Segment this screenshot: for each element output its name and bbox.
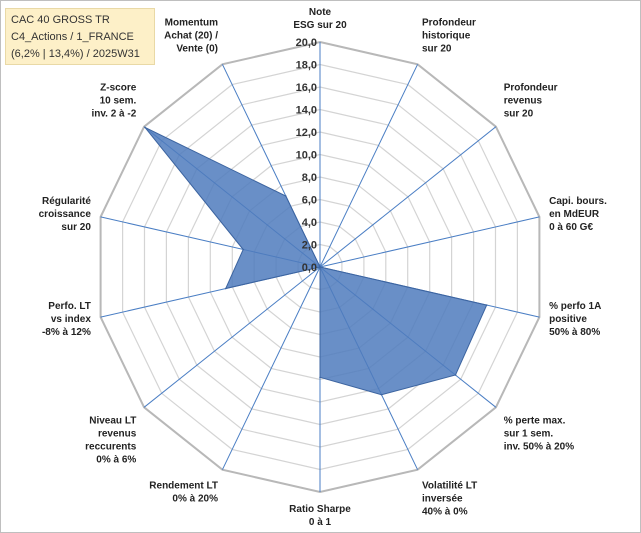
category-label: Note ESG sur 20 xyxy=(293,7,347,31)
category-label-line: positive xyxy=(549,314,587,325)
category-label: Profondeur revenus sur 20 xyxy=(504,83,558,120)
data-point-11 xyxy=(242,248,244,251)
title-line-2: C4_Actions / 1_FRANCE xyxy=(11,31,134,43)
spoke-8 xyxy=(221,266,321,470)
data-point-12 xyxy=(144,126,146,129)
category-label-line: 0% à 6% xyxy=(96,455,136,466)
category-label-line: historique xyxy=(422,30,471,41)
tick-label: 6,0 xyxy=(302,195,317,207)
category-label-line: Niveau LT xyxy=(89,416,136,427)
tick-label: 16,0 xyxy=(296,82,317,94)
chart-title-box: CAC 40 GROSS TR C4_Actions / 1_FRANCE (6… xyxy=(5,8,155,65)
data-point-13 xyxy=(285,195,287,197)
tick-label: 20,0 xyxy=(296,37,317,49)
tick-label: 10,0 xyxy=(296,150,317,162)
category-label: Rendement LT 0% à 20% xyxy=(149,481,218,505)
tick-label: 18,0 xyxy=(296,60,317,72)
category-label-line: Achat (20) / xyxy=(164,30,218,41)
radar-series xyxy=(144,126,488,396)
category-label-line: Ratio Sharpe xyxy=(289,504,351,515)
tick-label: 0,0 xyxy=(302,262,317,274)
spoke-3 xyxy=(319,216,540,268)
title-line-1: CAC 40 GROSS TR xyxy=(11,14,110,26)
category-label-line: sur 20 xyxy=(504,109,534,120)
spoke-2 xyxy=(319,126,497,268)
category-label: Régularité croissance sur 20 xyxy=(39,196,92,233)
category-label-line: % perfo 1A xyxy=(549,301,601,312)
category-label-line: 0% à 20% xyxy=(172,494,218,505)
category-label-line: -8% à 12% xyxy=(42,327,91,338)
category-label-line: 10 sem. xyxy=(100,96,137,107)
category-label: Niveau LT revenus reccurents 0% à 6% xyxy=(85,416,137,466)
category-label: Profondeur historique sur 20 xyxy=(422,17,476,54)
category-label-line: % perte max. xyxy=(504,416,566,427)
spoke-9 xyxy=(143,266,321,408)
category-label: Momentum Achat (20) / Vente (0) xyxy=(164,17,218,54)
category-label-line: croissance xyxy=(39,209,92,220)
data-point-7 xyxy=(319,376,321,379)
category-label-line: revenus xyxy=(504,96,543,107)
radial-tick-labels: 0,0 2,0 4,0 6,0 8,0 10,0 12,0 14,0 16,0 18,0 20,0 xyxy=(296,37,317,274)
category-label-line: sur 20 xyxy=(422,43,452,54)
category-label: Capi. bours. en MdEUR 0 à 60 G€ xyxy=(549,196,607,233)
data-point-5 xyxy=(454,374,457,376)
category-label-line: Volatilité LT xyxy=(422,481,477,492)
tick-label: 4,0 xyxy=(302,217,317,229)
category-label: Volatilité LT inversée 40% à 0% xyxy=(422,481,477,518)
category-label-line: 50% à 80% xyxy=(549,327,600,338)
category-label: % perfo 1A positive 50% à 80% xyxy=(549,301,601,338)
category-label-line: en MdEUR xyxy=(549,209,600,220)
category-label-line: inv. 2 à -2 xyxy=(91,109,136,120)
category-label: Perfo. LT vs index -8% à 12% xyxy=(42,301,91,338)
tick-label: 8,0 xyxy=(302,172,317,184)
data-point-10 xyxy=(224,287,227,290)
category-label-line: reccurents xyxy=(85,442,137,453)
category-label-line: Z-score xyxy=(100,83,137,94)
category-label-line: Vente (0) xyxy=(176,43,218,54)
data-point-6 xyxy=(380,393,383,396)
category-label-line: Momentum xyxy=(165,17,218,28)
category-label-line: inversée xyxy=(422,494,463,505)
category-label-line: Rendement LT xyxy=(149,481,218,492)
tick-label: 2,0 xyxy=(302,240,317,252)
category-label: Z-score 10 sem. inv. 2 à -2 xyxy=(91,83,136,120)
category-label-line: Régularité xyxy=(42,196,91,207)
category-label-line: inv. 50% à 20% xyxy=(504,442,575,453)
data-point-9 xyxy=(319,266,321,268)
category-label-line: vs index xyxy=(51,314,91,325)
category-label-line: 0 à 1 xyxy=(309,517,332,528)
category-label-line: Profondeur xyxy=(422,17,476,28)
category-label: % perte max. sur 1 sem. inv. 50% à 20% xyxy=(504,416,575,453)
spoke-1 xyxy=(319,64,419,268)
category-labels: Note ESG sur 20 Profondeur historique sur 20… xyxy=(39,7,607,528)
category-label-line: ESG sur 20 xyxy=(293,20,347,31)
category-label-line: sur 1 sem. xyxy=(504,429,554,440)
category-label-line: Capi. bours. xyxy=(549,196,607,207)
tick-label: 12,0 xyxy=(296,127,317,139)
category-label-line: Profondeur xyxy=(504,83,558,94)
title-line-3: (6,2% | 13,4%) / 2025W31 xyxy=(11,48,140,60)
category-label-line: revenus xyxy=(98,429,137,440)
category-label-line: sur 20 xyxy=(61,222,91,233)
tick-label: 14,0 xyxy=(296,105,317,117)
category-label-line: 0 à 60 G€ xyxy=(549,222,593,233)
data-point-4 xyxy=(485,304,488,306)
category-label: Ratio Sharpe 0 à 1 xyxy=(289,504,351,528)
category-label-line: 40% à 0% xyxy=(422,507,468,518)
category-label-line: Perfo. LT xyxy=(48,301,91,312)
category-label-line: Note xyxy=(309,7,332,18)
